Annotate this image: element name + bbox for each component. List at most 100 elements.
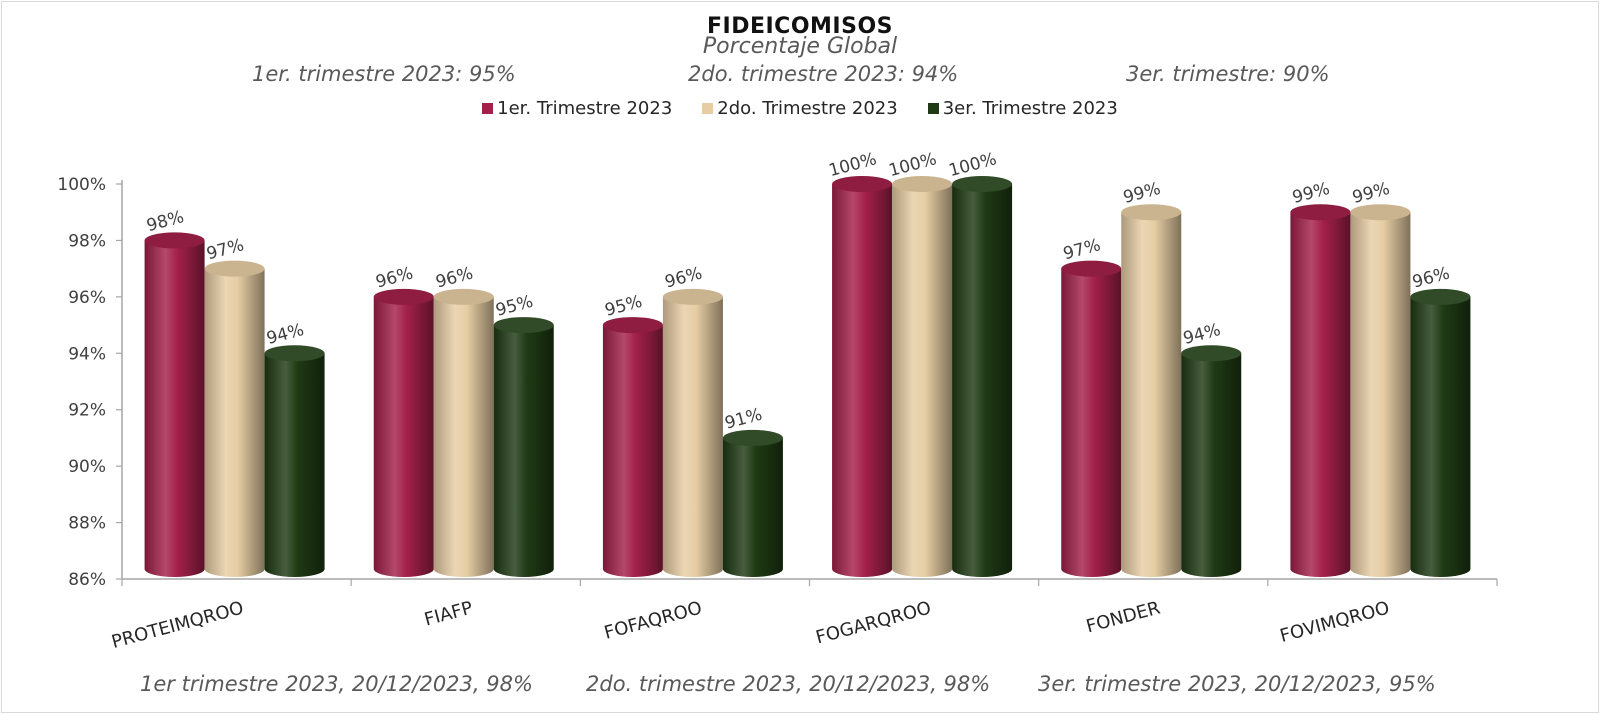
bar-fiafp-series-1 — [373, 288, 434, 577]
y-tick-label: 88% — [68, 514, 106, 534]
data-label: 91% — [723, 405, 765, 434]
bar-body — [662, 296, 723, 577]
footnote-q2: 2do. trimestre 2023, 20/12/2023, 98% — [586, 672, 991, 696]
y-tick-label: 98% — [68, 231, 106, 251]
y-tick-label: 94% — [68, 344, 106, 364]
y-tick-label: 100% — [57, 175, 106, 195]
global-note-q3: 3er. trimestre: 90% — [1126, 62, 1330, 86]
bar-body — [952, 184, 1013, 577]
bar-top — [1061, 260, 1122, 277]
bar-proteimqroo-series-2 — [204, 260, 265, 577]
legend-item-q3: 3er. Trimestre 2023 — [927, 98, 1118, 119]
bar-top — [493, 317, 554, 334]
bar-body — [433, 296, 494, 577]
data-label: 99% — [1121, 179, 1163, 208]
bar-body — [204, 268, 265, 577]
bar-top — [952, 176, 1013, 192]
bar-body — [1350, 212, 1411, 577]
bar-top — [1121, 204, 1182, 221]
bar-fonder-series-2 — [1121, 204, 1182, 577]
legend-item-q1: 1er. Trimestre 2023 — [482, 98, 672, 119]
data-label: 95% — [603, 292, 645, 321]
y-tick-label: 92% — [68, 401, 106, 421]
category-label: FOGARQROO — [814, 598, 934, 649]
data-label: 100% — [887, 149, 939, 181]
category-label: FIAFP — [422, 598, 475, 631]
bar-fogarqroo-series-1 — [832, 176, 893, 577]
y-tick-label: 96% — [68, 288, 106, 308]
data-label: 99% — [1350, 179, 1392, 208]
bar-fonder-series-1 — [1061, 260, 1122, 577]
bar-fiafp-series-3 — [493, 317, 554, 577]
category-label: FONDER — [1084, 598, 1163, 638]
bar-top — [204, 260, 265, 277]
bar-top — [1290, 204, 1351, 221]
bar-body — [1181, 353, 1242, 577]
bar-top — [1181, 345, 1242, 362]
data-label: 95% — [494, 292, 536, 321]
data-label: 94% — [264, 320, 306, 349]
footnote-q1: 1er trimestre 2023, 20/12/2023, 98% — [140, 672, 533, 696]
data-label: 100% — [947, 149, 999, 181]
global-note-q1: 1er. trimestre 2023: 95% — [252, 62, 516, 86]
data-label: 96% — [1410, 263, 1452, 292]
category-label: PROTEIMQROO — [109, 598, 246, 653]
bar-body — [1290, 212, 1351, 577]
bar-fofaqroo-series-3 — [722, 429, 783, 577]
bar-top — [722, 429, 783, 446]
bar-body — [373, 296, 434, 577]
bar-proteimqroo-series-3 — [264, 345, 325, 577]
bar-proteimqroo-series-1 — [144, 232, 205, 577]
data-label: 99% — [1290, 179, 1332, 208]
legend-label-q3: 3er. Trimestre 2023 — [942, 98, 1118, 119]
bar-fofaqroo-series-2 — [662, 288, 723, 577]
bar-body — [602, 325, 663, 577]
data-label: 94% — [1181, 320, 1223, 349]
bar-fiafp-series-2 — [433, 288, 494, 577]
bar-fonder-series-3 — [1181, 345, 1242, 577]
data-label: 97% — [1061, 235, 1103, 264]
bar-top — [662, 288, 723, 305]
data-label: 97% — [204, 235, 246, 264]
bar-body — [493, 325, 554, 577]
bar-top — [1350, 204, 1411, 221]
bar-top — [264, 345, 325, 362]
chart-legend: 1er. Trimestre 2023 2do. Trimestre 2023 … — [0, 98, 1600, 119]
bar-body — [1410, 296, 1471, 577]
legend-swatch-q2 — [702, 103, 714, 114]
bar-body — [264, 353, 325, 577]
bar-top — [832, 176, 893, 192]
bar-fofaqroo-series-1 — [602, 317, 663, 577]
data-label: 96% — [434, 263, 476, 292]
bar-fovimqroo-series-2 — [1350, 204, 1411, 577]
bar-body — [1121, 212, 1182, 577]
legend-swatch-q3 — [927, 103, 939, 114]
bar-fogarqroo-series-2 — [892, 176, 953, 577]
legend-item-q2: 2do. Trimestre 2023 — [702, 98, 898, 119]
footnote-q3: 3er. trimestre 2023, 20/12/2023, 95% — [1038, 672, 1436, 696]
bar-body — [892, 184, 953, 577]
bar-top — [373, 288, 434, 305]
bar-top — [144, 232, 205, 249]
legend-label-q1: 1er. Trimestre 2023 — [497, 98, 673, 119]
global-note-q2: 2do. trimestre 2023: 94% — [688, 62, 959, 86]
category-label: FOFAQROO — [602, 598, 704, 644]
chart-title: FIDEICOMISOS — [706, 14, 893, 39]
bar-top — [602, 317, 663, 334]
chart-subtitle: Porcentaje Global — [702, 34, 898, 59]
bar-body — [832, 184, 893, 577]
bar-top — [433, 288, 494, 305]
category-label: FOVIMQROO — [1278, 598, 1392, 647]
data-label: 100% — [827, 149, 879, 181]
legend-swatch-q1 — [482, 103, 494, 114]
bar-top — [1410, 288, 1471, 305]
data-label: 96% — [374, 263, 416, 292]
bar-fovimqroo-series-1 — [1290, 204, 1351, 577]
data-label: 96% — [663, 263, 705, 292]
y-tick-label: 86% — [68, 570, 106, 590]
legend-label-q2: 2do. Trimestre 2023 — [717, 98, 898, 119]
bar-top — [892, 176, 953, 192]
bar-fovimqroo-series-3 — [1410, 288, 1471, 577]
bar-body — [1061, 268, 1122, 577]
